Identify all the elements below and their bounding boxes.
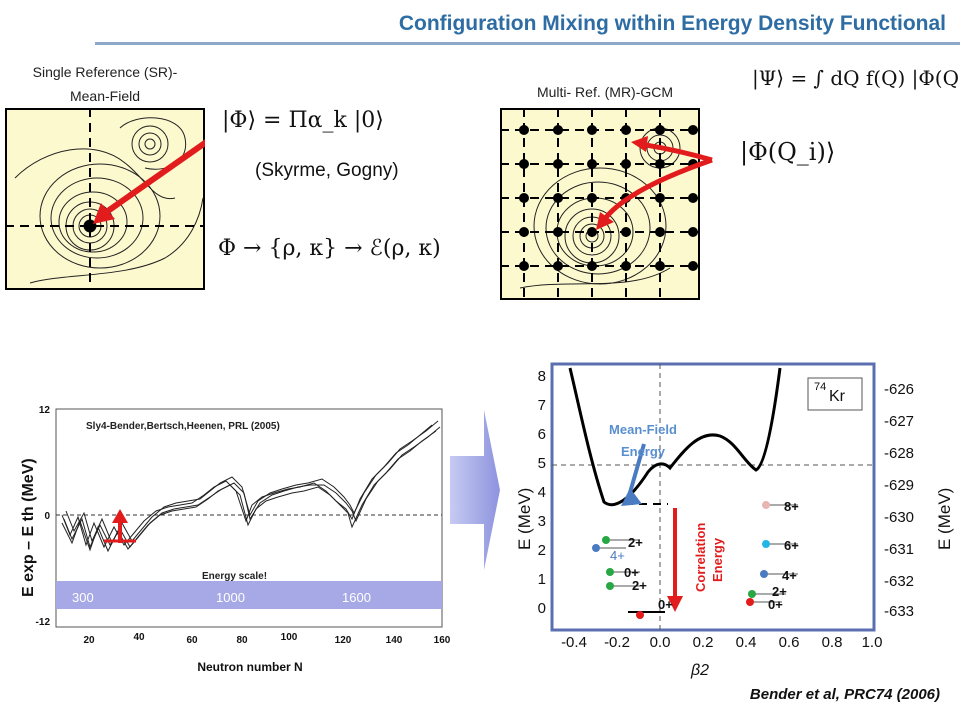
x-axis-label: Neutron number N: [197, 660, 302, 674]
x-tick-10: 1.0: [862, 634, 883, 651]
chart-citation: Sly4-Bender,Bertsch,Heenen, PRL (2005): [86, 421, 280, 432]
right-axis-label: E (MeV): [935, 488, 954, 550]
left-tick-4: 4: [538, 484, 546, 501]
nucleus-mass: 74: [814, 381, 826, 393]
right-tick-627: -627: [884, 413, 914, 430]
sr-label-line2: Mean-Field: [69, 88, 141, 104]
nucleus-box: [807, 377, 863, 411]
right-tick-632: -632: [884, 573, 914, 590]
x-tick-m04: -0.4: [561, 634, 587, 651]
right-tick-629: -629: [884, 477, 914, 494]
sr-formula-density: Φ → {ρ, κ} → ℰ(ρ, κ): [218, 236, 441, 261]
x-tick-100: 100: [281, 632, 298, 643]
x-tick-02: 0.2: [693, 634, 714, 651]
x-tick-80: 80: [236, 635, 248, 646]
left-state-2plus-lower: 2+: [632, 578, 647, 593]
mean-field-label: Mean-Field: [609, 422, 677, 437]
left-axis-label: E (MeV): [515, 488, 534, 550]
mr-label: Multi- Ref. (MR)-GCM: [536, 84, 674, 100]
right-tick-626: -626: [884, 381, 914, 398]
energy-band: [56, 581, 442, 609]
right-level-scheme: 8+ 6+ 4+ 2+ 0+: [746, 499, 799, 612]
right-state-2plus: 2+: [772, 584, 787, 599]
reference-citation: Bender et al, PRC74 (2006): [749, 686, 940, 703]
band-label-1600: 1600: [342, 590, 371, 605]
left-tick-2: 2: [538, 542, 546, 559]
band-label-300: 300: [72, 590, 94, 605]
x-tick-20: 20: [83, 635, 95, 646]
x-tick-m02: -0.2: [604, 634, 630, 651]
nucleus-symbol: Kr: [829, 388, 846, 405]
x-tick-120: 120: [335, 635, 352, 646]
sr-label: Single Reference (SR)- Mean-Field: [0, 60, 210, 108]
x-tick-40: 40: [133, 632, 145, 643]
kr74-spectrum-chart: 74 Kr Mean-Field Energy Correlation Ener…: [515, 362, 954, 679]
x-tick-00: 0.0: [650, 634, 671, 651]
right-tick-631: -631: [884, 541, 914, 558]
energy-scale-label: Energy scale!: [202, 571, 267, 582]
right-state-6plus: 6+: [784, 538, 799, 553]
page-title: Configuration Mixing within Energy Densi…: [398, 12, 946, 35]
correlation-label: Correlation: [693, 523, 708, 592]
left-tick-0: 0: [538, 600, 546, 617]
mr-energy-surface: [500, 108, 713, 300]
sr-formula-state: |Φ⟩ = Πα_k |0⟩: [222, 108, 384, 133]
phi-q-formula: |Φ(Q_i)⟩: [740, 138, 836, 166]
band-label-1000: 1000: [216, 590, 245, 605]
left-tick-8: 8: [538, 368, 546, 385]
beta2-axis-label: β2: [690, 662, 709, 679]
right-tick-633: -633: [884, 603, 914, 620]
functionals-label: (Skyrme, Gogny): [255, 160, 399, 181]
left-tick-6: 6: [538, 426, 546, 443]
x-tick-06: 0.6: [779, 634, 800, 651]
y-tick-12: 12: [39, 405, 51, 416]
gcm-formula: |Ψ⟩ = ∫ dQ f(Q) |Φ(Q)⟩: [752, 66, 960, 90]
x-tick-140: 140: [386, 635, 403, 646]
left-state-0plus-ground: 0+: [658, 597, 673, 612]
left-tick-5: 5: [538, 455, 546, 472]
left-state-0plus-upper: 0+: [624, 565, 639, 580]
x-tick-04: 0.4: [736, 634, 757, 651]
y-tick-minus-12: -12: [36, 617, 51, 628]
mean-field-energy-label: Energy: [621, 444, 666, 459]
transition-arrow: [450, 410, 500, 570]
right-state-8plus: 8+: [784, 499, 799, 514]
correlation-energy-label: Energy: [710, 537, 725, 582]
left-tick-3: 3: [538, 513, 546, 530]
right-state-0plus: 0+: [768, 597, 783, 612]
left-tick-7: 7: [538, 397, 546, 414]
y-axis-label: E exp – E th (MeV): [20, 458, 37, 597]
title-underline: [95, 42, 960, 45]
y-tick-0: 0: [44, 511, 50, 522]
left-state-4plus: 4+: [610, 548, 625, 563]
left-level-scheme: 2+ 4+ 0+ 2+ 0+: [592, 535, 673, 619]
right-tick-630: -630: [884, 509, 914, 526]
x-tick-160: 160: [434, 635, 451, 646]
left-tick-1: 1: [538, 571, 546, 588]
right-state-4plus: 4+: [782, 568, 797, 583]
sr-energy-surface: [5, 108, 205, 290]
mass-residual-chart: 12 0 -12 Sly4-Bender,Bertsch,Heenen, PRL…: [20, 405, 451, 674]
x-tick-08: 0.8: [822, 634, 843, 651]
x-tick-60: 60: [186, 635, 198, 646]
sr-label-line1: Single Reference (SR)-: [32, 64, 178, 80]
right-tick-628: -628: [884, 445, 914, 462]
residual-arrowhead: [112, 509, 128, 523]
left-state-2plus-upper: 2+: [628, 535, 643, 550]
